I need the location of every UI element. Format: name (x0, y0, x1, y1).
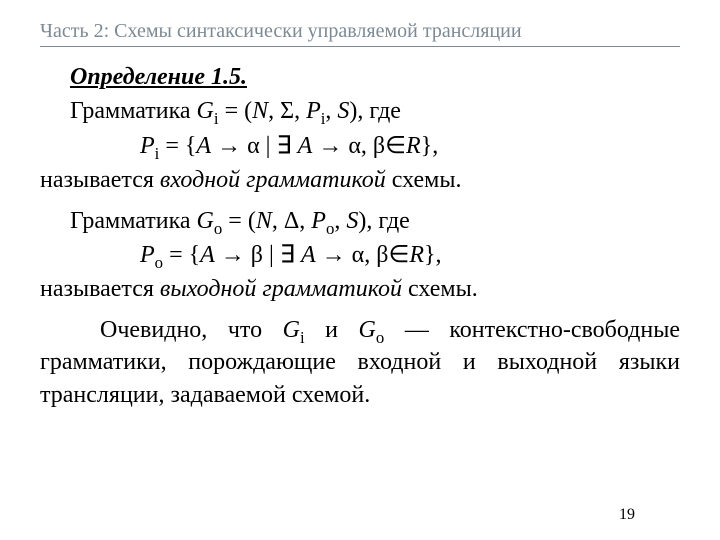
text: }, (424, 242, 442, 268)
slide-body: Определение 1.5. Грамматика Gi = (N, Σ, … (40, 61, 680, 411)
page-number: 19 (619, 506, 635, 524)
go-called-line: называется выходной грамматикой схемы. (40, 273, 680, 305)
sym-A: A (295, 242, 316, 268)
term-input-grammar: входной грамматикой (160, 167, 386, 193)
text: = ( (222, 208, 256, 234)
text: и (305, 317, 359, 343)
sym-P: P (306, 98, 321, 124)
text: }, (421, 133, 439, 159)
rule-pi-line: Pi = {A → α | ∃ A → α, β∈R}, (140, 130, 680, 162)
sym-R: R (406, 133, 421, 159)
rule-po-line: Po = {A → β | ∃ A → α, β∈R}, (140, 239, 680, 271)
exists-icon: ∃ (276, 129, 291, 163)
grammar-gi-line: Грамматика Gi = (N, Σ, Pi, S), где (70, 95, 680, 127)
in-icon: ∈ (388, 242, 409, 268)
sym-P: P (311, 208, 326, 234)
sym-R: R (409, 242, 424, 268)
text: = ( (219, 98, 253, 124)
exists-icon: ∃ (280, 238, 295, 272)
sym-G: G (359, 317, 376, 343)
sym-S: S (346, 208, 358, 234)
text: → β | (215, 242, 280, 268)
text: называется (40, 276, 160, 302)
text: , Σ, (268, 98, 306, 124)
text: схемы. (402, 276, 478, 302)
text: Грамматика (70, 98, 197, 124)
text: называется (40, 167, 160, 193)
sym-N: N (252, 98, 268, 124)
in-icon: ∈ (385, 133, 406, 159)
sym-P: P (140, 242, 155, 268)
text: ), где (349, 98, 401, 124)
text: → α | (211, 133, 276, 159)
text: = { (159, 133, 196, 159)
sym-G: G (283, 317, 300, 343)
text: , (334, 208, 346, 234)
gi-called-line: называется входной грамматикой схемы. (40, 164, 680, 196)
text: ), где (358, 208, 410, 234)
sym-A: A (292, 133, 313, 159)
sym-G: G (197, 98, 214, 124)
text: , Δ, (272, 208, 311, 234)
sym-G: G (197, 208, 214, 234)
term-output-grammar: выходной грамматикой (160, 276, 402, 302)
sym-A: A (196, 133, 211, 159)
text: , (325, 98, 337, 124)
text: Грамматика (70, 208, 197, 234)
sym-N: N (256, 208, 272, 234)
grammar-go-line: Грамматика Go = (N, Δ, Po, S), где (70, 205, 680, 237)
slide-header: Часть 2: Схемы синтаксически управляемой… (40, 20, 680, 47)
text: схемы. (386, 167, 462, 193)
text: Очевидно, что (100, 317, 283, 343)
definition-title-row: Определение 1.5. (40, 61, 680, 93)
sym-A: A (200, 242, 215, 268)
text: → α, β (316, 242, 389, 268)
sub-o: o (155, 253, 163, 272)
text: = { (163, 242, 200, 268)
remark-paragraph: Очевидно, что Gi и Go — контекстно-свобо… (40, 314, 680, 411)
sym-P: P (140, 133, 155, 159)
text: → α, β (312, 133, 385, 159)
sym-S: S (337, 98, 349, 124)
definition-title: Определение 1.5. (70, 64, 247, 90)
